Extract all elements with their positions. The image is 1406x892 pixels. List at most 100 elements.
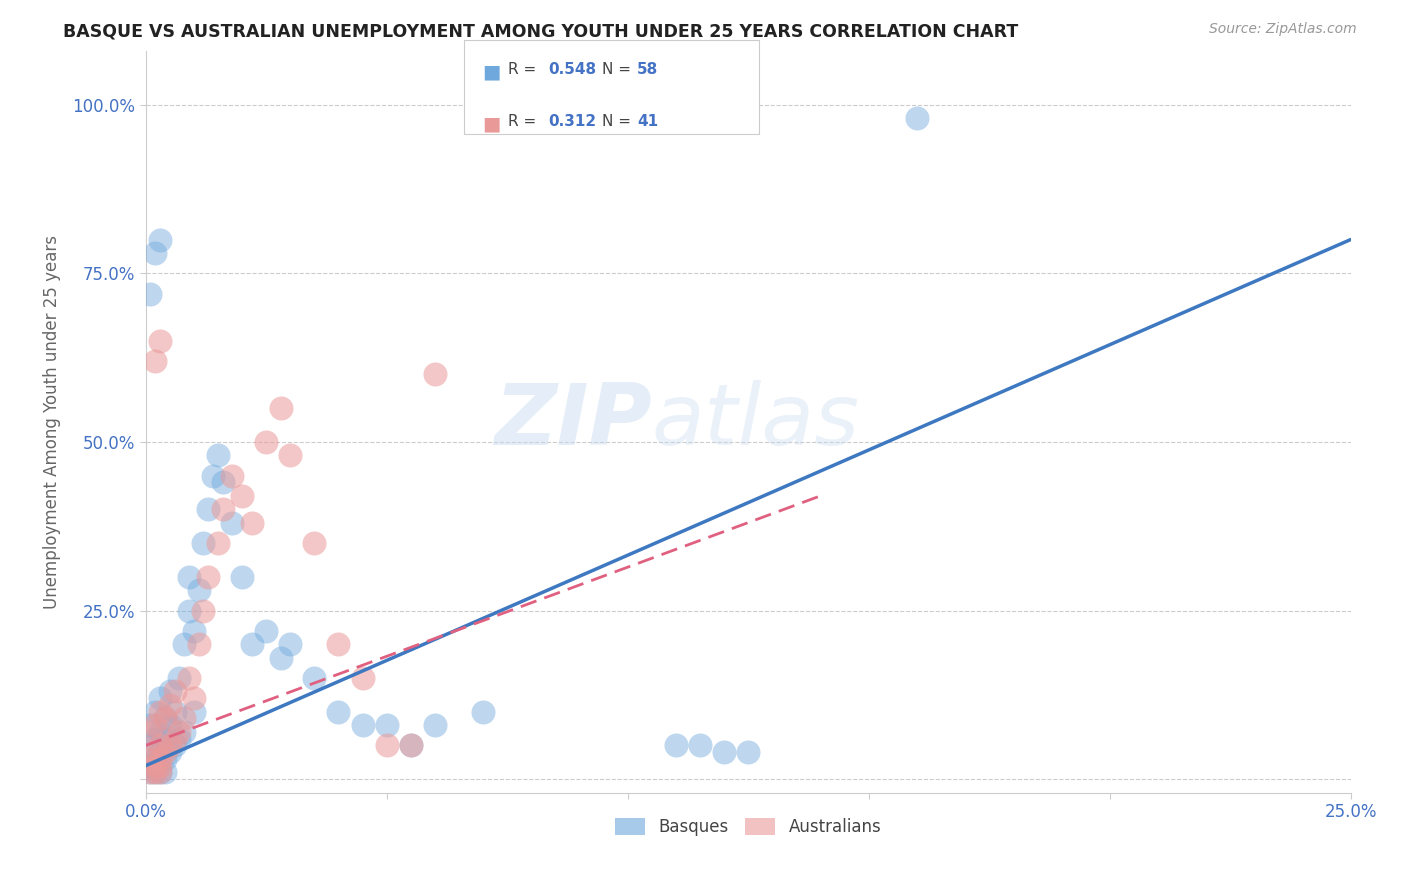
Point (177, 671, 200, 685)
Text: 0.312: 0.312 (548, 114, 596, 129)
Point (177, 603, 200, 617)
Text: 0.548: 0.548 (548, 62, 596, 78)
Point (352, 671, 374, 685)
Text: N =: N = (602, 62, 636, 78)
Point (139, 725, 162, 739)
Point (737, 745, 759, 759)
Point (328, 705, 350, 719)
Point (149, 725, 172, 739)
Point (352, 718, 374, 732)
Point (399, 739, 422, 753)
Point (183, 691, 205, 706)
Point (139, 758, 162, 772)
Point (143, 752, 166, 766)
Point (153, 711, 176, 725)
Point (153, 752, 176, 766)
Point (278, 637, 301, 651)
Point (153, 731, 176, 746)
Point (139, 752, 162, 766)
Point (328, 637, 350, 651)
Point (149, 233, 172, 247)
Point (304, 536, 326, 550)
Point (231, 489, 253, 503)
Point (143, 765, 166, 780)
Point (153, 745, 176, 759)
Text: R =: R = (508, 114, 541, 129)
Point (173, 711, 195, 725)
Point (139, 286, 162, 301)
Point (193, 603, 215, 617)
Point (143, 758, 166, 772)
Point (153, 765, 176, 780)
Point (169, 731, 191, 746)
Point (149, 745, 172, 759)
Point (173, 725, 195, 739)
Point (139, 765, 162, 780)
Point (139, 765, 162, 780)
Point (143, 745, 166, 759)
Text: R =: R = (508, 62, 541, 78)
Legend: Basques, Australians: Basques, Australians (614, 818, 882, 837)
Point (143, 354, 166, 368)
Point (143, 758, 166, 772)
Point (173, 637, 195, 651)
Text: Source: ZipAtlas.com: Source: ZipAtlas.com (1209, 22, 1357, 37)
Text: N =: N = (602, 114, 636, 129)
Point (143, 718, 166, 732)
Point (149, 765, 172, 780)
Point (665, 739, 688, 753)
Point (202, 468, 225, 483)
Point (423, 368, 446, 382)
Point (153, 711, 176, 725)
Point (375, 739, 398, 753)
Point (139, 739, 162, 753)
Point (169, 725, 191, 739)
Point (211, 475, 233, 490)
Text: atlas: atlas (652, 380, 859, 463)
Point (211, 502, 233, 516)
Point (207, 449, 229, 463)
Point (278, 449, 301, 463)
Point (149, 758, 172, 772)
Point (169, 671, 191, 685)
Point (149, 752, 172, 766)
Point (163, 731, 186, 746)
Point (254, 624, 277, 638)
Point (304, 671, 326, 685)
Point (163, 705, 186, 719)
Point (159, 745, 181, 759)
Point (689, 739, 711, 753)
Point (159, 698, 181, 712)
Point (240, 516, 263, 530)
Point (905, 111, 928, 125)
Point (143, 246, 166, 260)
Text: 58: 58 (637, 62, 658, 78)
Point (149, 334, 172, 348)
Text: BASQUE VS AUSTRALIAN UNEMPLOYMENT AMONG YOUTH UNDER 25 YEARS CORRELATION CHART: BASQUE VS AUSTRALIAN UNEMPLOYMENT AMONG … (63, 22, 1018, 40)
Point (143, 765, 166, 780)
Point (149, 739, 172, 753)
Point (143, 705, 166, 719)
Point (197, 570, 219, 584)
Point (713, 745, 735, 759)
Point (270, 650, 292, 665)
Point (187, 637, 209, 651)
Point (177, 570, 200, 584)
Y-axis label: Unemployment Among Youth under 25 years: Unemployment Among Youth under 25 years (44, 235, 60, 608)
Point (183, 624, 205, 638)
Point (143, 731, 166, 746)
Point (139, 758, 162, 772)
Point (149, 705, 172, 719)
Text: ■: ■ (482, 62, 501, 81)
Point (240, 637, 263, 651)
Point (472, 705, 495, 719)
Point (139, 718, 162, 732)
Point (159, 684, 181, 698)
Point (149, 765, 172, 780)
Text: ZIP: ZIP (494, 380, 652, 463)
Text: 41: 41 (637, 114, 658, 129)
Point (207, 536, 229, 550)
Point (270, 401, 292, 416)
Point (183, 705, 205, 719)
Point (163, 739, 186, 753)
